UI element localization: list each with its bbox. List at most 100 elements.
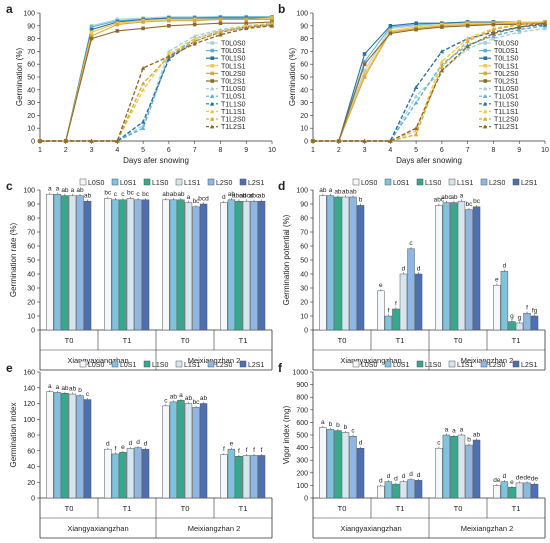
legend-swatch <box>448 178 456 186</box>
significance-letter: ab <box>349 188 357 195</box>
significance-letter: fg <box>532 307 538 314</box>
legend-marker <box>209 94 215 98</box>
significance-letter: b <box>78 387 82 394</box>
treatment-label: T1 <box>396 336 405 345</box>
significance-letter: c <box>114 191 118 198</box>
y-axis-label: Vigor index (mg) <box>282 405 291 464</box>
data-point <box>465 38 470 43</box>
significance-letter: c <box>164 397 168 404</box>
bar <box>83 399 92 499</box>
bar <box>126 448 135 499</box>
legend-marker <box>482 86 488 91</box>
significance-letter: a <box>48 383 52 390</box>
significance-letter: b <box>359 197 363 204</box>
significance-letter: d <box>394 476 398 483</box>
bar <box>242 455 251 499</box>
y-tick-label: 100 <box>23 188 35 195</box>
panel-letter: a <box>6 2 13 16</box>
significance-letter: e <box>495 277 499 284</box>
significance-letter: f <box>261 447 263 454</box>
data-point <box>192 36 197 41</box>
data-point <box>413 128 419 133</box>
legend-marker <box>482 109 488 114</box>
significance-letter: d <box>106 441 110 448</box>
significance-letter: a <box>56 384 60 391</box>
legend-label: T1L0S0 <box>221 86 246 93</box>
panel-letter: c <box>6 179 13 193</box>
bar <box>442 202 451 331</box>
bar <box>399 273 408 331</box>
series-line <box>313 21 545 142</box>
data-point <box>166 54 172 59</box>
legend-label: T1L2S0 <box>221 117 246 124</box>
significance-letter: ab <box>334 188 342 195</box>
legend-swatch <box>175 360 183 368</box>
y-tick-label: 0 <box>304 328 308 335</box>
legend-marker <box>483 71 488 76</box>
significance-letter: a <box>179 392 183 399</box>
legend-label: L2S1 <box>248 362 264 369</box>
bar <box>104 448 112 499</box>
legend-label: T0L1S0 <box>494 56 519 63</box>
significance-letter: abc <box>249 193 260 200</box>
data-point <box>140 81 146 86</box>
legend-label: T0L1S0 <box>221 56 246 63</box>
treatment-label: T0 <box>454 504 463 513</box>
significance-letter: d <box>359 440 363 447</box>
data-point <box>218 21 223 26</box>
data-point <box>140 119 146 124</box>
y-axis-label: Germination (%) <box>288 48 297 107</box>
y-tick-label: 40 <box>300 87 308 94</box>
bar <box>457 200 466 331</box>
significance-letter: e <box>510 479 514 486</box>
significance-letter: de <box>516 474 524 481</box>
significance-letter: e <box>379 282 383 289</box>
legend-marker <box>209 124 215 129</box>
significance-letter: c <box>409 240 413 247</box>
bar <box>46 391 54 499</box>
treatment-label: T0 <box>338 504 347 513</box>
y-tick-label: 80 <box>27 433 35 440</box>
legend-label: T1L2S0 <box>494 117 519 124</box>
y-tick-label: 80 <box>300 216 308 223</box>
y-tick-label: 90 <box>300 23 308 30</box>
significance-letter: a <box>460 193 464 200</box>
legend-label: L1S0 <box>425 180 441 187</box>
bar <box>508 487 516 499</box>
bar <box>349 196 357 331</box>
panel-b-germination-time-course: b 0 10 20 30 40 50 60 70 80 90 100 1 2 3 4 5 6 7 8 9 10 Days a… <box>278 2 549 165</box>
bar <box>227 199 236 331</box>
significance-letter: bc <box>142 191 150 198</box>
y-tick-label: 20 <box>27 300 35 307</box>
significance-letter: f <box>246 447 248 454</box>
treatment-label: T1 <box>123 504 132 513</box>
data-point <box>439 59 445 64</box>
data-point <box>491 33 496 38</box>
bar <box>169 199 178 331</box>
y-tick-label: 80 <box>27 36 35 43</box>
series-line <box>313 22 545 142</box>
series-line <box>313 21 546 142</box>
legend-label: L0S1 <box>120 362 136 369</box>
legend-label: L0S1 <box>120 180 136 187</box>
significance-letter: f <box>395 300 397 307</box>
bar <box>53 193 62 331</box>
legend-label: T0L0S1 <box>494 48 519 55</box>
cultivar-label: Xiangyaxiangzhan <box>67 524 128 533</box>
legend-label: L1S1 <box>184 362 200 369</box>
legend-label: L1S0 <box>425 362 441 369</box>
significance-letter: g <box>510 313 514 320</box>
bar <box>250 455 258 499</box>
y-tick-label: 100 <box>296 188 308 195</box>
significance-letter: f <box>253 447 255 454</box>
data-point <box>439 64 445 69</box>
data-point <box>362 68 367 73</box>
x-tick-label: 10 <box>541 147 549 154</box>
y-tick-label: 10 <box>27 126 35 133</box>
bar <box>134 199 142 331</box>
significance-letter: b <box>329 421 333 428</box>
legend-label: L1S1 <box>184 180 200 187</box>
significance-letter: c <box>86 391 90 398</box>
legend-swatch <box>111 360 119 368</box>
significance-letter: b <box>467 437 471 444</box>
